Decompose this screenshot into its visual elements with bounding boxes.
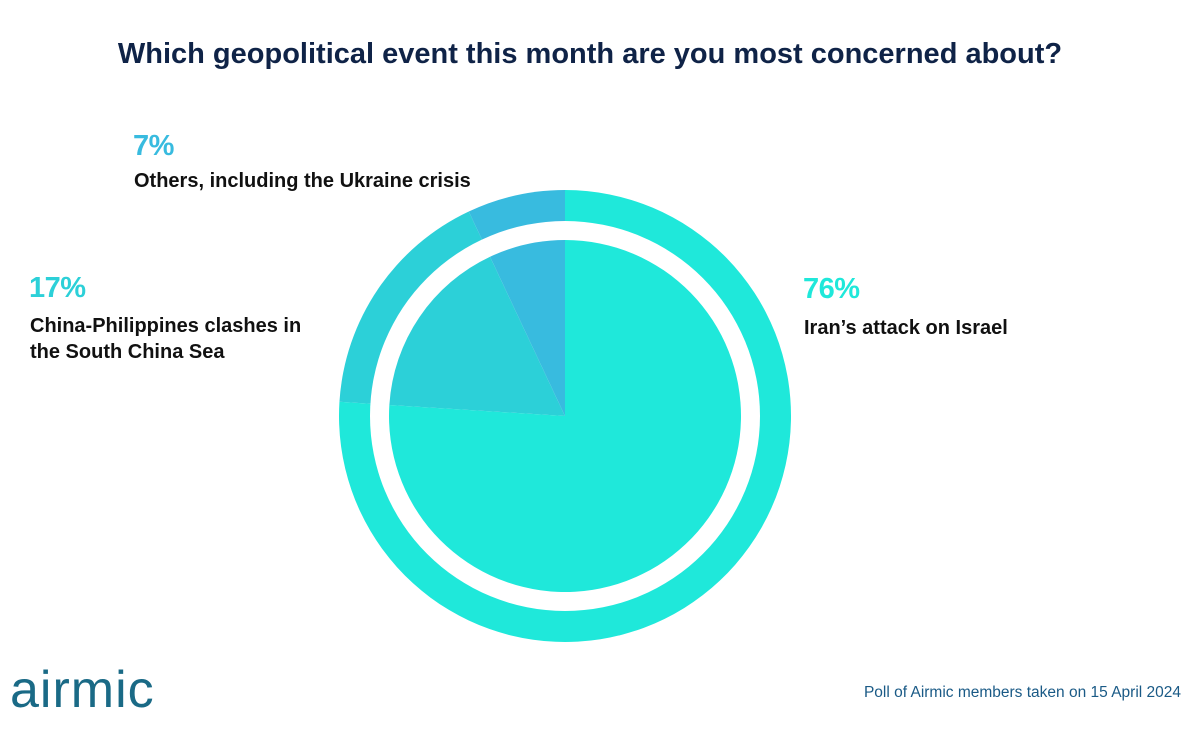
- slice-label-others: Others, including the Ukraine crisis: [134, 170, 471, 192]
- slice-label-china-philippines-line1: China-Philippines clashes in: [30, 315, 302, 337]
- airmic-logo: airmic: [10, 661, 155, 719]
- pie-slice-others: [490, 240, 565, 416]
- inner-pie: [389, 240, 742, 592]
- source-note: Poll of Airmic members taken on 15 April…: [863, 684, 1181, 701]
- pie-slice-iran: [389, 240, 742, 592]
- slice-value-label-others: 7%: [133, 130, 174, 162]
- pie-slice-china-philippines: [389, 256, 565, 416]
- slice-value-label-china-philippines: 17%: [29, 272, 86, 304]
- chart-title: Which geopolitical event this month are …: [117, 38, 1063, 70]
- slice-label-iran: Iran’s attack on Israel: [804, 317, 1008, 339]
- slice-label-china-philippines-line2: the South China Sea: [30, 341, 225, 363]
- slice-value-label-iran: 76%: [803, 273, 860, 305]
